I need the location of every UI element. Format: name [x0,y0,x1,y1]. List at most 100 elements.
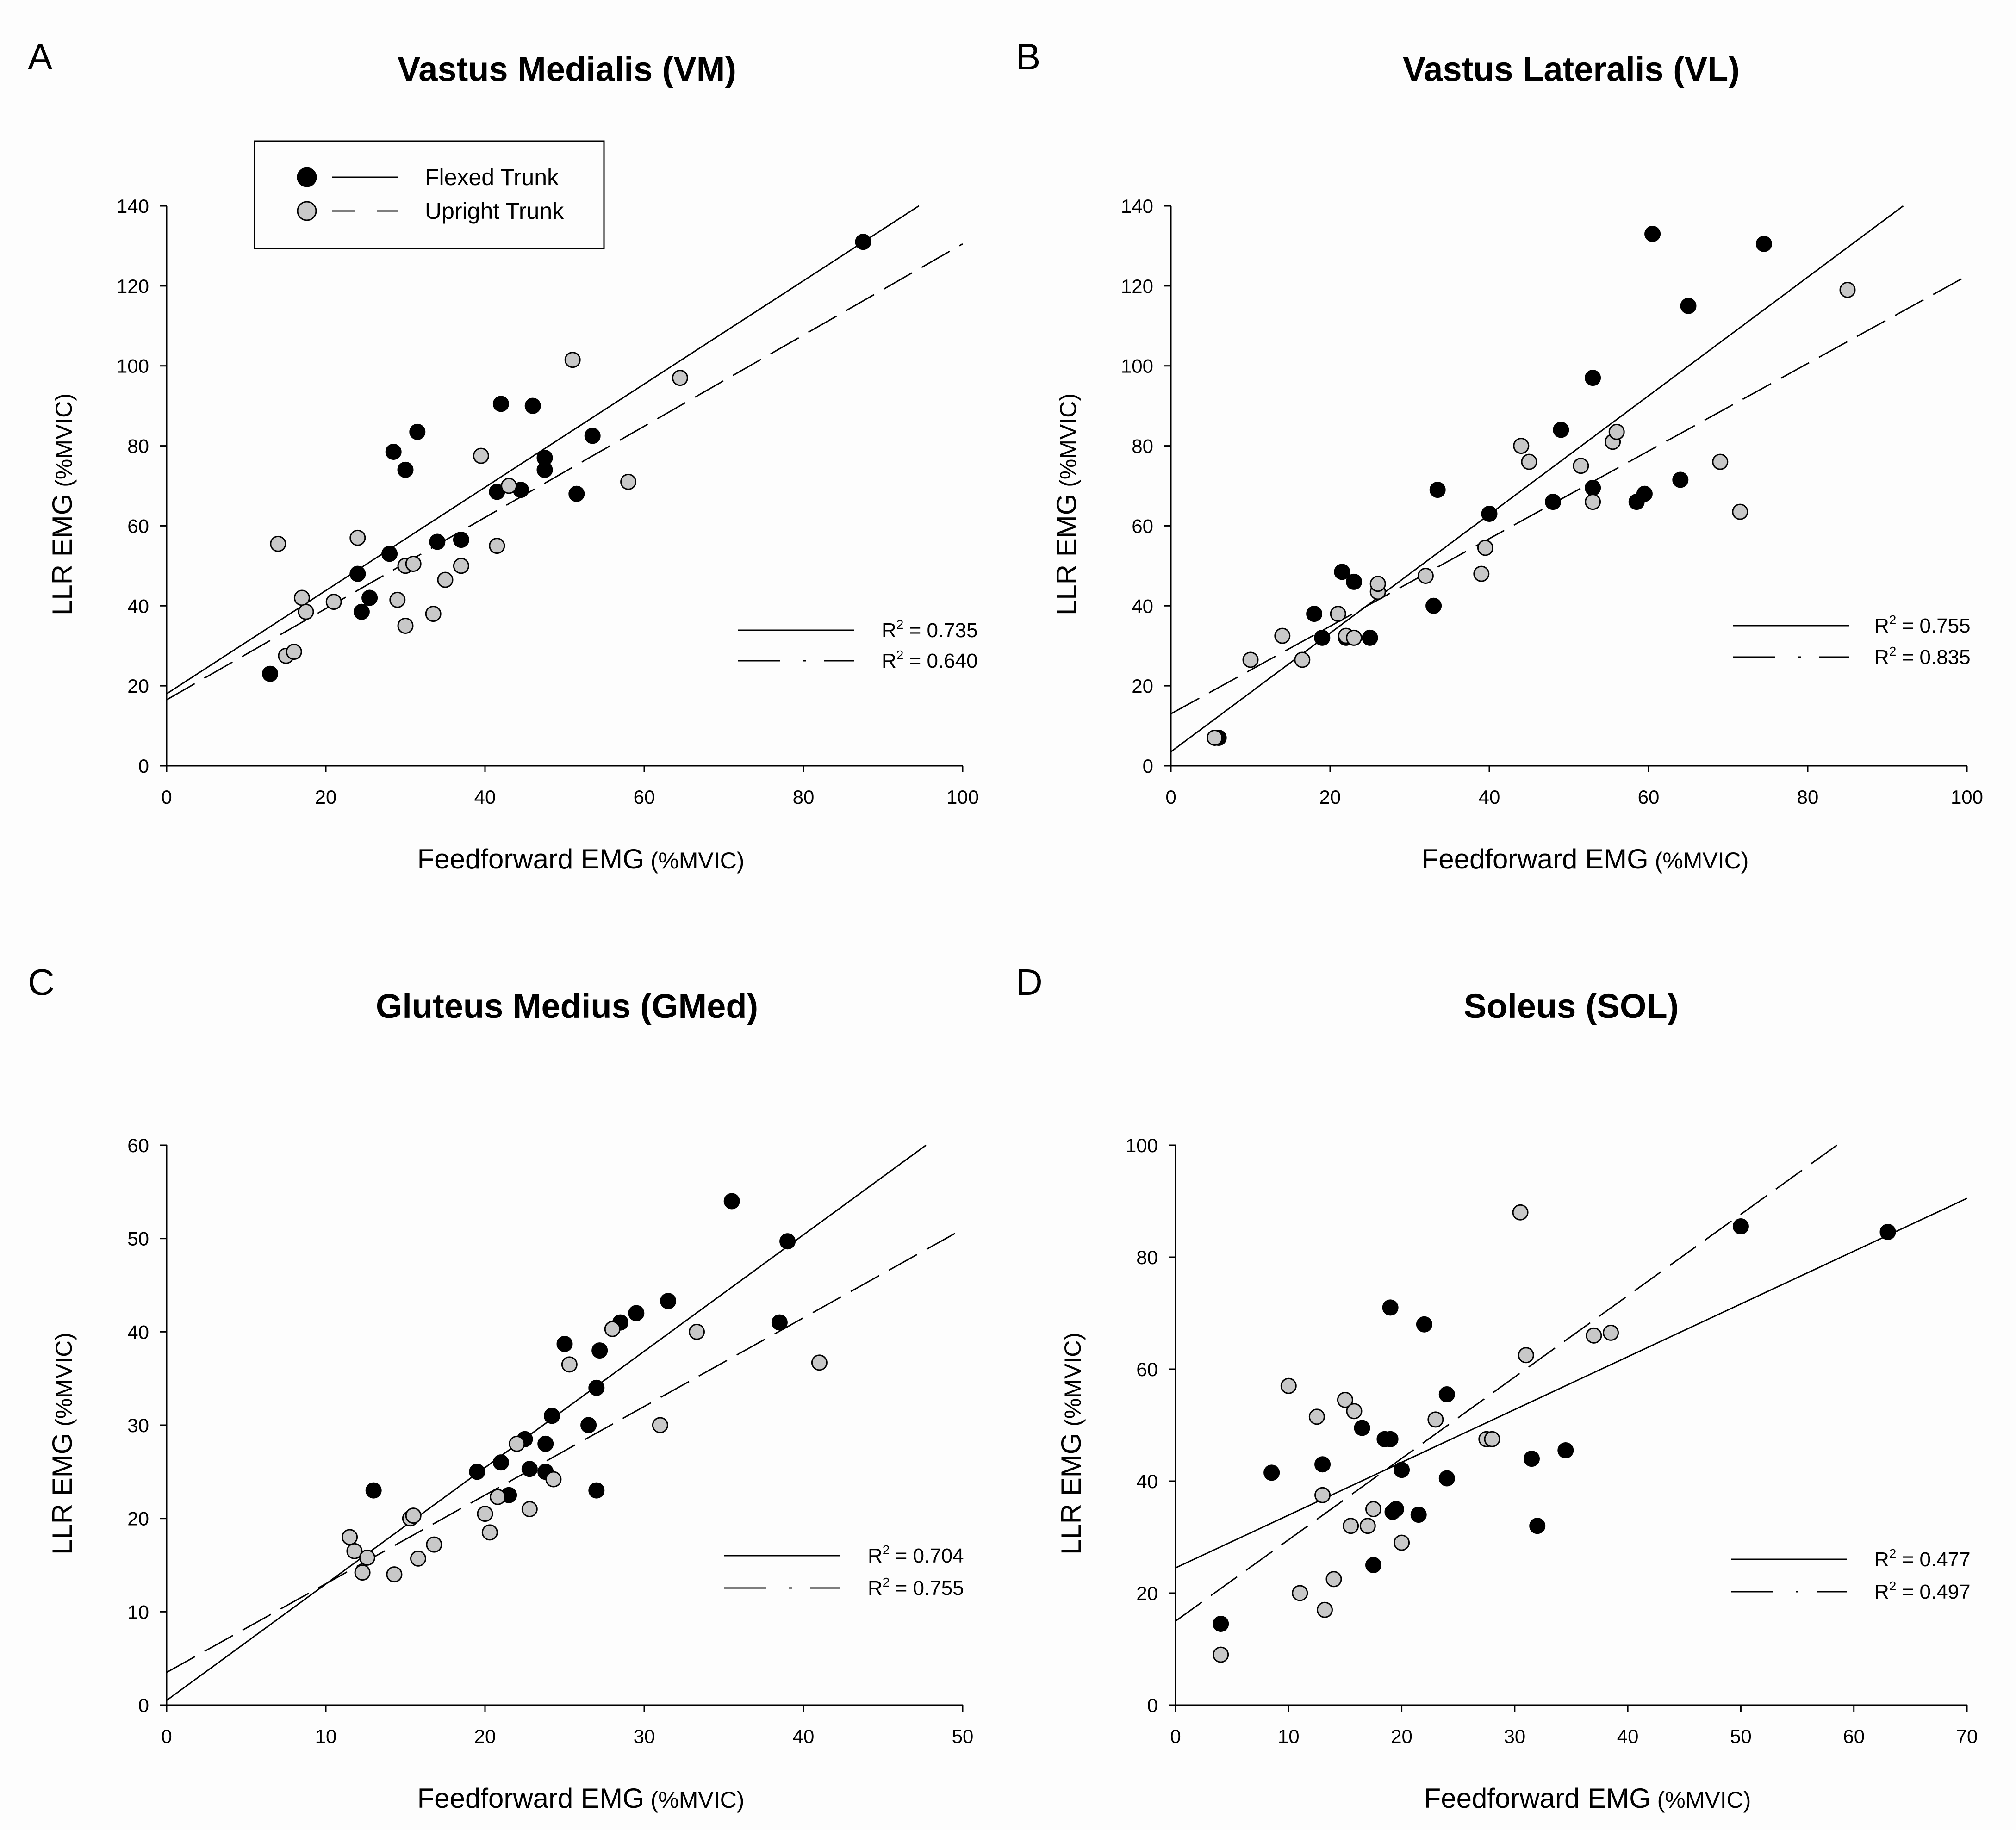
point-upright [1603,1324,1619,1341]
y-tick-label: 140 [1121,195,1153,217]
point-upright [325,594,342,610]
point-flexed [537,1435,554,1452]
point-flexed [855,234,871,250]
point-upright [397,618,414,634]
point-flexed [365,1482,382,1499]
chart-title: Vastus Medialis (VM) [398,50,736,88]
fit-line-upright [1175,1144,1837,1622]
point-upright [1427,1411,1444,1428]
panel-letter: A [28,36,53,77]
y-tick-label: 20 [1132,675,1153,697]
point-upright [1394,1534,1410,1551]
x-tick-label: 60 [634,786,655,808]
y-tick-label: 40 [1132,595,1153,617]
point-flexed [536,450,553,466]
point-flexed [1732,1218,1749,1234]
point-flexed [469,1464,485,1480]
point-upright [1712,453,1729,470]
point-upright [473,447,489,464]
point-flexed [1680,298,1697,314]
x-tick-label: 20 [474,1725,496,1747]
x-tick-label: 60 [1638,786,1660,808]
x-tick-label: 40 [1479,786,1500,808]
point-flexed [1553,422,1569,438]
x-tick-label: 100 [946,786,979,808]
x-tick-label: 20 [315,786,337,808]
y-tick-label: 20 [1136,1582,1158,1604]
y-tick-label: 120 [117,275,149,297]
point-upright [1417,567,1434,584]
x-tick-label: 0 [161,1725,172,1747]
panel-b: B Vastus Lateralis (VL) 0 20 40 60 80 100 0 20 40 6… [1016,36,1983,875]
point-flexed [361,589,378,606]
point-upright [1337,1392,1353,1408]
point-flexed [1545,494,1562,510]
chart-title: Soleus (SOL) [1464,987,1679,1025]
r2-upright-label: R2 = 0.835 [1874,644,1971,669]
x-tick-label: 70 [1956,1725,1978,1747]
point-flexed [1394,1462,1410,1478]
y-tick-label: 60 [127,1135,149,1156]
point-upright [342,1529,358,1545]
y-tick-label: 20 [127,1508,149,1530]
point-upright [481,1524,498,1541]
chart-title: Gluteus Medius (GMed) [376,987,758,1025]
point-upright [286,644,302,660]
point-upright [1308,1408,1325,1425]
point-flexed [1672,471,1689,488]
point-upright [437,571,454,588]
point-flexed [1585,370,1601,386]
chart-title: Vastus Lateralis (VL) [1403,50,1740,88]
y-tick-label: 80 [1132,435,1153,457]
point-flexed [492,1454,509,1471]
point-flexed [584,428,601,444]
point-flexed [1382,1431,1399,1447]
point-upright [298,603,314,620]
point-flexed [1879,1224,1896,1241]
point-upright [405,556,422,572]
y-tick-label: 80 [127,435,149,457]
panel-d: D Soleus (SOL) 0 10 20 30 40 50 60 70 0 20 40 60 80 100… [1016,962,1978,1814]
fit-line-flexed [1170,205,1904,752]
point-upright [1477,540,1493,556]
point-flexed [628,1305,645,1321]
point-flexed [429,533,446,550]
point-upright [425,606,442,622]
point-flexed [591,1342,608,1359]
point-upright [293,589,310,606]
y-tick-label: 10 [127,1601,149,1623]
point-upright [1294,651,1311,668]
point-upright [489,538,505,554]
point-flexed [1365,1557,1381,1573]
x-tick-label: 80 [793,786,815,808]
point-upright [1473,565,1490,582]
point-upright [620,473,637,490]
point-flexed [1362,629,1378,646]
point-upright [1608,423,1625,440]
r2-upright-label: R2 = 0.640 [882,648,978,672]
x-tick-label: 30 [634,1725,655,1747]
point-upright [410,1550,427,1567]
point-upright [1512,1204,1529,1221]
panel-a: A Vastus Medialis (VM) 0 20 40 60 80 100 0 20 40 60… [28,36,979,875]
point-upright [1325,1571,1342,1588]
r2-flexed-label: R2 = 0.735 [882,617,978,642]
point-flexed [1213,1616,1229,1632]
legend-box [254,140,605,249]
x-tick-label: 10 [315,1725,337,1747]
point-flexed [262,665,279,682]
point-flexed [1314,629,1331,646]
point-flexed [1429,482,1446,498]
r2-upright-label: R2 = 0.755 [868,1575,964,1600]
point-flexed [1529,1518,1546,1534]
point-flexed [1636,485,1653,502]
point-flexed [556,1336,573,1352]
point-upright [1274,627,1291,644]
point-upright [1521,453,1537,470]
point-flexed [349,565,366,582]
fit-line-flexed [1175,1197,1967,1569]
y-tick-label: 60 [1136,1359,1158,1380]
point-upright [1346,629,1363,646]
legend-label-flexed: Flexed Trunk [425,164,559,190]
r2-flexed-label: R2 = 0.704 [868,1543,964,1567]
